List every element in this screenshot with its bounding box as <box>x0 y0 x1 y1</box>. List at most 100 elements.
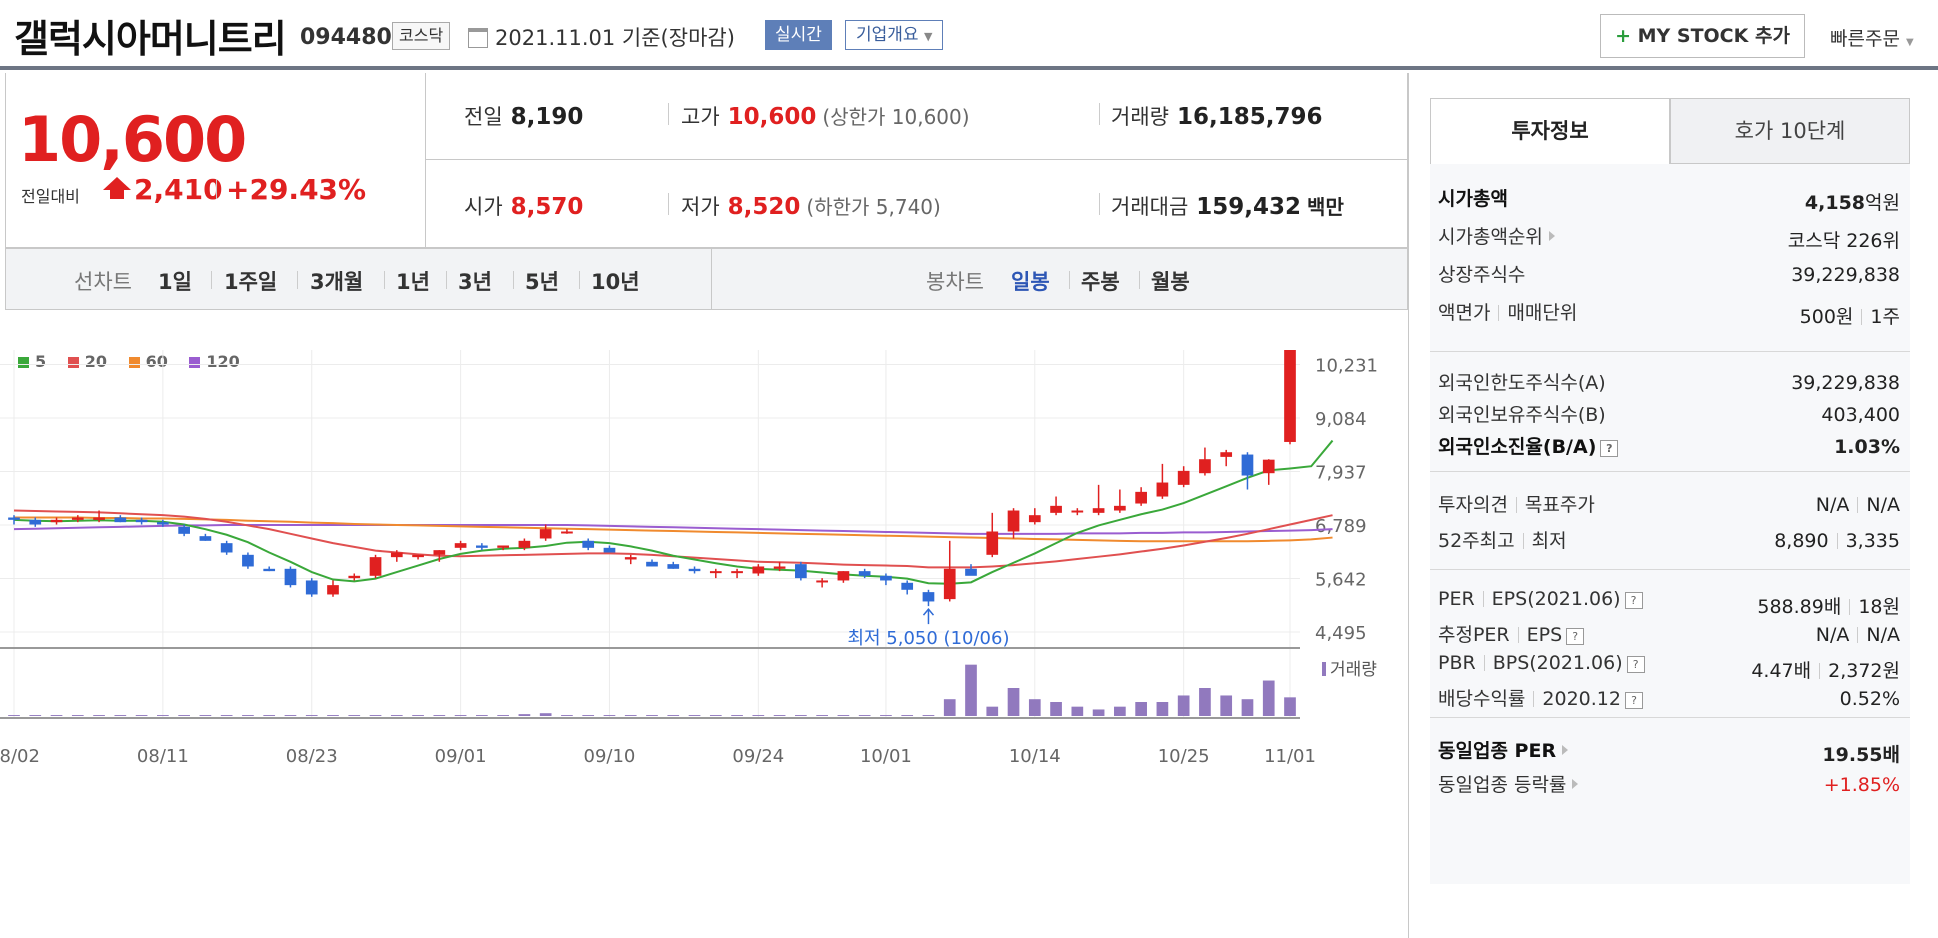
per-row: PER EPS(2021.06)? 588.89배 18원 <box>1438 588 1900 626</box>
shares-row: 상장주식수 39,229,838 <box>1438 260 1900 298</box>
stock-header: 갤럭시아머니트리 094480 코스닥 2021.11.01 기준(장마감) 실… <box>0 0 1938 70</box>
volume-bar <box>1092 709 1105 716</box>
volume-value: 16,185,796 <box>1176 104 1323 130</box>
realtime-button[interactable]: 실시간 <box>765 20 832 50</box>
period-3y[interactable]: 3년 <box>458 270 492 294</box>
volume-bar <box>93 715 105 716</box>
legend-swatch <box>189 357 201 368</box>
volume-bar <box>284 715 297 716</box>
high-cell: 고가 10,600 (상한가 10,600) <box>681 101 970 131</box>
divider <box>1099 193 1100 215</box>
industry-per-label: 동일업종 PER <box>1438 736 1569 763</box>
volume-bar <box>135 715 148 716</box>
change-percent: +29.43% <box>226 173 367 206</box>
add-mystock-button[interactable]: + MY STOCK 추가 <box>1600 14 1805 58</box>
candle-body <box>50 519 63 523</box>
w52-value: 8,890 3,335 <box>1774 530 1900 552</box>
info-section-foreign: 외국인한도주식수(A) 39,229,838 외국인보유주식수(B) 403,400… <box>1430 352 1910 472</box>
est-per-label-text: 추정PER <box>1438 624 1510 646</box>
period-1d[interactable]: 1일 <box>158 270 192 294</box>
help-icon[interactable]: ? <box>1624 692 1643 709</box>
divider <box>1857 627 1859 643</box>
divider <box>216 179 217 199</box>
candle-body <box>369 557 382 576</box>
candle-monthly[interactable]: 월봉 <box>1151 270 1190 294</box>
candle-body <box>582 540 595 548</box>
prev-close-value: 8,190 <box>510 104 584 130</box>
tab-orderbook-10[interactable]: 호가 10단계 <box>1670 98 1910 164</box>
candle-body <box>1135 491 1147 504</box>
chevron-down-icon: ▼ <box>923 30 933 43</box>
opinion-label: 투자의견 목표주가 <box>1438 490 1595 517</box>
est-per-label: 추정PER EPS? <box>1438 620 1585 647</box>
volume-bar <box>688 715 701 716</box>
volume-bar <box>369 715 382 716</box>
upper-limit: (상한가 10,600) <box>822 105 970 129</box>
candle-daily[interactable]: 일봉 <box>1011 270 1050 294</box>
candle-body <box>965 568 977 576</box>
dividend-value: 0.52% <box>1839 688 1900 710</box>
candle-body <box>1092 508 1105 513</box>
foreign-ratio-row: 외국인소진율(B/A)? 1.03% <box>1438 432 1900 470</box>
candle-body <box>242 554 254 567</box>
industry-per-row[interactable]: 동일업종 PER 19.55배 <box>1438 736 1900 774</box>
tab-investment-info[interactable]: 투자정보 <box>1430 98 1670 164</box>
candle-body <box>1156 482 1169 497</box>
par-label-text: 액면가 <box>1438 302 1491 324</box>
period-10y[interactable]: 10년 <box>591 270 640 294</box>
stock-chart[interactable]: 11,37810,2319,0847,9376,7895,6424,49508/… <box>0 350 1408 938</box>
chevron-right-icon <box>1572 779 1579 789</box>
divider <box>426 159 1409 160</box>
y-tick-label: 6,789 <box>1315 516 1367 537</box>
quick-order-button[interactable]: 빠른주문 ▼ <box>1830 24 1914 51</box>
period-3m[interactable]: 3개월 <box>310 270 364 294</box>
candle-body <box>71 517 84 520</box>
eps-value: 18원 <box>1858 596 1900 618</box>
help-icon[interactable]: ? <box>1624 592 1643 609</box>
open-value: 8,570 <box>510 194 584 220</box>
ma20-line <box>13 509 1333 569</box>
per-label-text: PER <box>1438 588 1475 610</box>
candle-body <box>284 568 297 586</box>
market-cap-rank-row[interactable]: 시가총액순위 코스닥 226위 <box>1438 222 1900 260</box>
foreign-limit-row: 외국인한도주식수(A) 39,229,838 <box>1438 368 1900 406</box>
help-icon[interactable]: ? <box>1626 656 1645 673</box>
help-icon[interactable]: ? <box>1566 628 1585 645</box>
candle-body <box>901 582 914 590</box>
help-icon[interactable]: ? <box>1600 440 1619 457</box>
chart-legend: 5 20 60 120 <box>18 352 256 371</box>
candle-body <box>1071 510 1084 513</box>
dividend-row: 배당수익률 2020.12? 0.52% <box>1438 684 1900 722</box>
shares-value: 39,229,838 <box>1791 264 1900 286</box>
candle-body <box>624 557 637 560</box>
x-tick-label: 08/11 <box>137 746 189 767</box>
w52-high-label: 52주최고 <box>1438 530 1515 552</box>
candle-weekly[interactable]: 주봉 <box>1081 270 1120 294</box>
candle-body <box>795 564 807 579</box>
volume-bar <box>1177 695 1190 716</box>
period-5y[interactable]: 5년 <box>525 270 559 294</box>
candle-body <box>858 571 871 576</box>
volume-bar <box>624 715 637 716</box>
divider <box>579 271 580 289</box>
plus-icon: + <box>1615 25 1631 47</box>
info-section-opinion: 투자의견 목표주가 N/A N/A 52주최고 최저 8,890 3,335 <box>1430 472 1910 570</box>
divider <box>1517 627 1519 643</box>
x-tick-label: 10/01 <box>860 746 912 767</box>
divider <box>1861 309 1863 325</box>
open-cell: 시가 8,570 <box>464 191 583 221</box>
company-overview-button[interactable]: 기업개요 ▼ <box>845 20 944 50</box>
period-1w[interactable]: 1주일 <box>224 270 278 294</box>
w52-row: 52주최고 최저 8,890 3,335 <box>1438 526 1900 564</box>
volume-label: 거래량 <box>1111 105 1169 129</box>
industry-change-row[interactable]: 동일업종 등락률 +1.85% <box>1438 770 1900 808</box>
add-mystock-label: MY STOCK 추가 <box>1637 25 1790 47</box>
est-per-value-text: N/A <box>1815 624 1850 646</box>
candle-body <box>433 550 446 555</box>
per-value-text: 588.89배 <box>1757 596 1842 618</box>
period-1y[interactable]: 1년 <box>396 270 430 294</box>
market-cap-label: 시가총액 <box>1438 188 1508 210</box>
candle-body <box>709 571 722 574</box>
candle-body <box>646 561 658 567</box>
volume-bar <box>71 715 84 716</box>
